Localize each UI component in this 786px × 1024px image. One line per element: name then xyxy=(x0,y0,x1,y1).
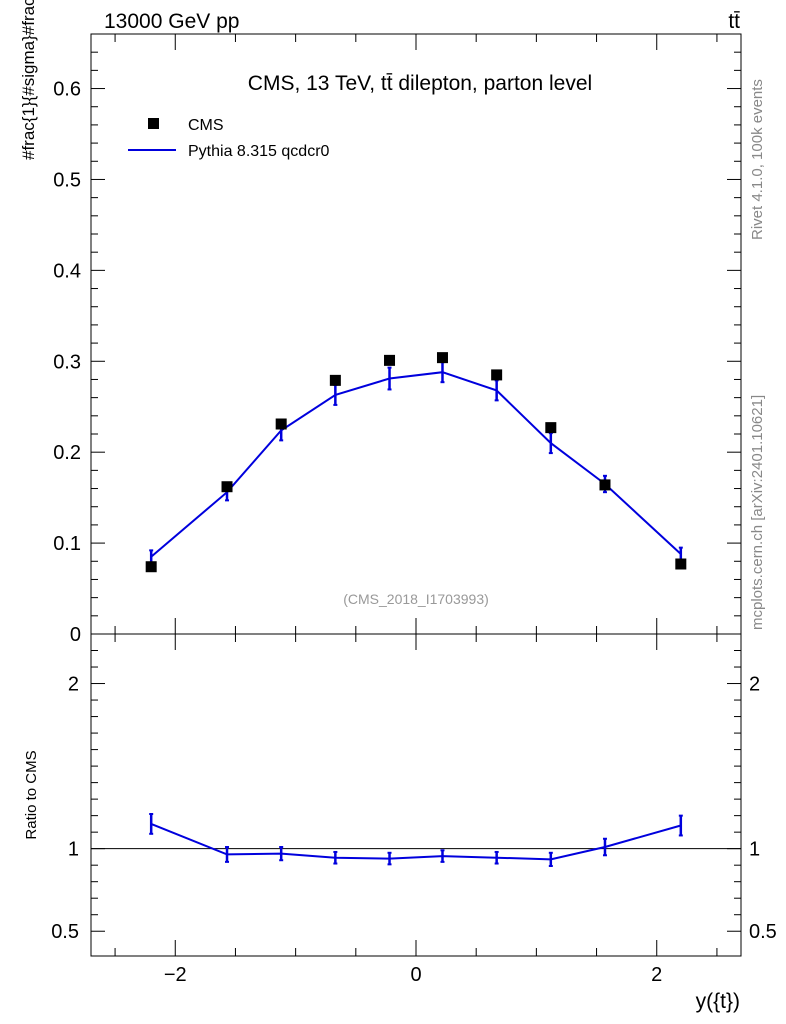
legend: CMS Pythia 8.315 qcdcr0 xyxy=(128,117,330,160)
process-label: tt̄ xyxy=(728,10,740,33)
data-point-marker xyxy=(329,374,341,386)
main-plot-layer: 0 0.1 0.2 0.3 0.4 0.5 0.6 xyxy=(53,33,741,646)
data-point-marker xyxy=(491,369,503,381)
watermark-label: (CMS_2018_I1703993) xyxy=(343,591,489,607)
data-point-marker xyxy=(545,422,557,434)
ratio-y-tick-label-right: 1 xyxy=(749,839,760,861)
legend-marker-cms xyxy=(148,118,159,129)
data-point-marker xyxy=(145,561,157,573)
x-axis-label: y({t}) xyxy=(696,990,740,1013)
rivet-version-label: Rivet 4.1.0, 100k events xyxy=(749,79,766,240)
ratio-y-tick-label-right: 0.5 xyxy=(749,921,777,943)
data-point-marker xyxy=(275,418,287,430)
main-y-tick-label: 0.3 xyxy=(53,351,81,373)
main-y-tick-label: 0.6 xyxy=(53,79,81,101)
ratio-y-tick-label: 2 xyxy=(68,674,79,696)
data-point-marker xyxy=(221,481,233,493)
mc-series-line xyxy=(150,371,682,558)
main-y-tick-label: 0.2 xyxy=(53,442,81,464)
x-tick-label: 0 xyxy=(410,964,421,986)
data-point-marker xyxy=(675,558,687,570)
ratio-y-axis-label: Ratio to CMS xyxy=(23,750,40,839)
main-y-axis-label: #frac{1}{#sigma}#frac{d#sigma}{dy({t})} xyxy=(19,0,38,160)
x-tick-label: 2 xyxy=(651,964,662,986)
ratio-plot-layer: −2 0 2 0.5 0.5 1 1 2 2 xyxy=(51,634,777,986)
legend-label-cms: CMS xyxy=(188,117,224,134)
chart-title: CMS, 13 TeV, tt̄ dilepton, parton level xyxy=(248,72,592,95)
ratio-y-tick-label: 0.5 xyxy=(51,921,79,943)
mcplots-label: mcplots.cern.ch [arXiv:2401.10621] xyxy=(749,395,766,630)
ratio-y-tick-label: 1 xyxy=(68,839,79,861)
data-point-marker xyxy=(599,479,611,491)
x-tick-label: −2 xyxy=(164,964,187,986)
ratio-y-tick-label-right: 2 xyxy=(749,674,760,696)
data-point-marker xyxy=(384,354,396,366)
main-y-tick-label: 0.4 xyxy=(53,260,81,282)
ratio-panel-frame xyxy=(90,633,742,957)
energy-label: 13000 GeV pp xyxy=(104,10,239,33)
main-y-tick-label: 0 xyxy=(70,624,81,646)
main-y-tick-label: 0.5 xyxy=(53,169,81,191)
legend-label-pythia: Pythia 8.315 qcdcr0 xyxy=(188,143,330,160)
main-y-tick-label: 0.1 xyxy=(53,533,81,555)
data-point-marker xyxy=(436,352,448,364)
ratio-series-line xyxy=(150,822,682,861)
